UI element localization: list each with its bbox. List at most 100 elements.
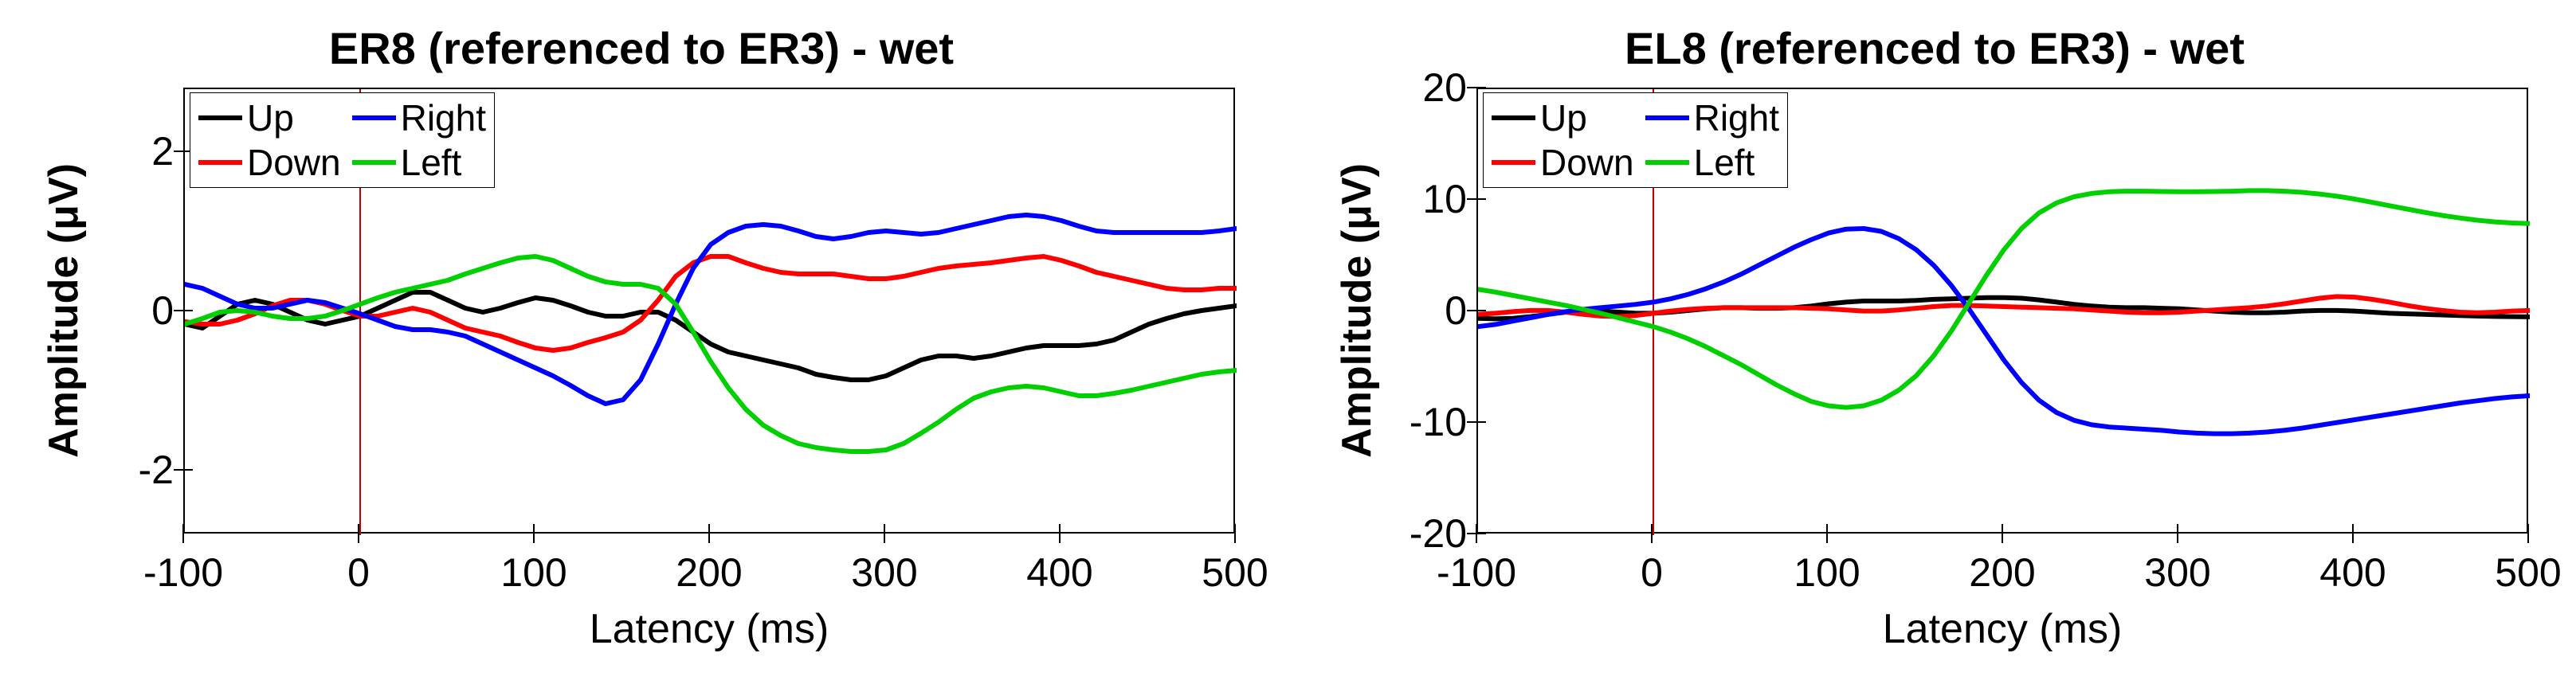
ytick-label: 10 — [1422, 176, 1467, 222]
legend-label: Right — [1694, 96, 1779, 139]
legend-label: Up — [247, 96, 294, 139]
xtick-label: 200 — [676, 549, 742, 596]
ytick — [1467, 421, 1476, 423]
xtick — [2177, 534, 2178, 543]
legend-swatch — [352, 115, 396, 120]
legend-label: Down — [247, 141, 341, 184]
figure: ER8 (referenced to ER3) - wet-1000100200… — [0, 0, 2576, 692]
xtick — [2002, 534, 2003, 543]
ytick — [1467, 198, 1476, 200]
y-axis-label: Amplitude (μV) — [1333, 163, 1381, 458]
xtick-in — [182, 524, 184, 534]
xtick-label: 400 — [2319, 549, 2386, 596]
xtick — [182, 534, 184, 543]
ytick-label: 0 — [1445, 287, 1467, 334]
ytick-in — [1476, 421, 1486, 423]
xtick-in — [884, 524, 885, 534]
legend-item-down: Down — [1492, 141, 1634, 184]
ytick-label: 2 — [151, 128, 174, 174]
legend-swatch — [352, 160, 396, 165]
xtick — [1476, 534, 1477, 543]
ytick-label: -10 — [1410, 399, 1467, 445]
ytick-in — [183, 469, 193, 471]
legend-swatch — [198, 115, 242, 120]
legend: Up Right Down Left — [190, 92, 495, 188]
xtick-label: 500 — [2495, 549, 2561, 596]
ytick-label: -20 — [1410, 510, 1467, 557]
legend-swatch — [1645, 160, 1689, 165]
ytick-in — [183, 310, 193, 311]
ytick-label: 20 — [1422, 65, 1467, 111]
xtick-label: 100 — [1794, 549, 1860, 596]
legend-item-left: Left — [352, 141, 486, 184]
xtick-label: 100 — [500, 549, 567, 596]
xtick-label: 500 — [1202, 549, 1268, 596]
xtick-label: 200 — [1969, 549, 2035, 596]
ytick-in — [1476, 198, 1486, 200]
legend-label: Up — [1540, 96, 1587, 139]
ytick — [174, 310, 183, 311]
legend-item-left: Left — [1645, 141, 1779, 184]
xtick-label: 0 — [347, 549, 370, 596]
legend: Up Right Down Left — [1483, 92, 1788, 188]
series-right — [1478, 229, 2530, 434]
xtick-label: 300 — [851, 549, 917, 596]
ytick — [174, 151, 183, 152]
xtick — [1826, 534, 1828, 543]
legend-label: Left — [401, 141, 462, 184]
xtick-in — [533, 524, 535, 534]
y-axis-label: Amplitude (μV) — [40, 163, 88, 458]
panel-title: ER8 (referenced to ER3) - wet — [24, 22, 1259, 74]
legend-swatch — [1492, 160, 1535, 165]
legend-label: Down — [1540, 141, 1634, 184]
xtick-in — [2527, 524, 2529, 534]
ytick — [1467, 533, 1476, 534]
legend-swatch — [1492, 115, 1535, 120]
xtick — [358, 534, 359, 543]
legend-swatch — [198, 160, 242, 165]
panel-1: EL8 (referenced to ER3) - wet -10 0 0 100 200… — [1317, 16, 2552, 676]
legend-item-right: Right — [352, 96, 486, 139]
legend-label: Left — [1694, 141, 1755, 184]
panel-title: EL8 (referenced to ER3) - wet — [1317, 22, 2552, 74]
xtick-in — [358, 524, 359, 534]
xtick-in — [2352, 524, 2354, 534]
xtick-in — [1234, 524, 1236, 534]
xtick — [533, 534, 535, 543]
xtick-label: 400 — [1026, 549, 1092, 596]
xtick-in — [1651, 524, 1653, 534]
legend-grid: Up Right Down Left — [198, 96, 486, 184]
xtick-in — [2002, 524, 2003, 534]
series-left — [185, 256, 1237, 452]
xtick — [1651, 534, 1653, 543]
series-up — [185, 292, 1237, 380]
ytick-in — [1476, 310, 1486, 311]
xtick — [1234, 534, 1236, 543]
panel-0: ER8 (referenced to ER3) - wet-1000100200… — [24, 16, 1259, 676]
xtick-label: 300 — [2144, 549, 2210, 596]
ytick — [1467, 310, 1476, 311]
xtick — [2527, 534, 2529, 543]
legend-grid: Up Right Down Left — [1492, 96, 1779, 184]
xtick-in — [2177, 524, 2178, 534]
legend-item-up: Up — [1492, 96, 1634, 139]
ytick — [1467, 87, 1476, 88]
xtick — [884, 534, 885, 543]
legend-item-up: Up — [198, 96, 341, 139]
ytick-in — [1476, 87, 1486, 88]
xtick — [1059, 534, 1061, 543]
x-axis-label: Latency (ms) — [24, 605, 1235, 653]
xtick-in — [708, 524, 710, 534]
xtick-in — [1826, 524, 1828, 534]
legend-swatch — [1645, 115, 1689, 120]
legend-item-down: Down — [198, 141, 341, 184]
legend-item-right: Right — [1645, 96, 1779, 139]
xtick — [2352, 534, 2354, 543]
xtick-in — [1059, 524, 1061, 534]
xtick-label: 0 — [1641, 549, 1663, 596]
ytick-in — [1476, 533, 1486, 534]
ytick-label: -2 — [139, 447, 174, 493]
legend-label: Right — [401, 96, 486, 139]
x-axis-label: Latency (ms) — [1317, 605, 2528, 653]
ytick — [174, 469, 183, 471]
